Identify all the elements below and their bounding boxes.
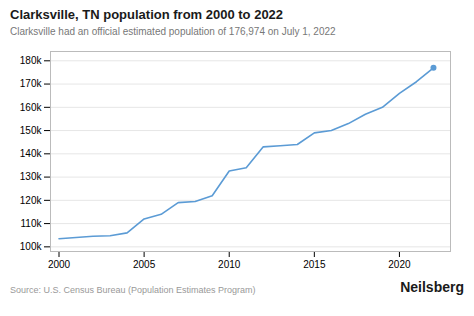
svg-text:120k: 120k <box>20 195 43 206</box>
svg-text:2010: 2010 <box>218 259 241 270</box>
svg-text:160k: 160k <box>20 102 43 113</box>
svg-text:100k: 100k <box>20 241 43 252</box>
svg-text:130k: 130k <box>20 171 43 182</box>
svg-text:2015: 2015 <box>303 259 326 270</box>
svg-text:170k: 170k <box>20 78 43 89</box>
html-text:Clarksville had an official es: Clarksville had an official estimated po… <box>10 26 336 37</box>
svg-text:180k: 180k <box>20 55 43 66</box>
svg-text:2000: 2000 <box>48 259 71 270</box>
svg-text:140k: 140k <box>20 148 43 159</box>
svg-text:2005: 2005 <box>133 259 156 270</box>
html-text:Clarksville, TN population fro: Clarksville, TN population from 2000 to … <box>10 7 284 22</box>
html-text:Neilsberg: Neilsberg <box>400 279 464 295</box>
svg-text:2020: 2020 <box>388 259 411 270</box>
html-text:Source: U.S. Census Bureau (Po: Source: U.S. Census Bureau (Population E… <box>10 285 256 295</box>
svg-text:150k: 150k <box>20 125 43 136</box>
svg-text:110k: 110k <box>21 218 43 229</box>
